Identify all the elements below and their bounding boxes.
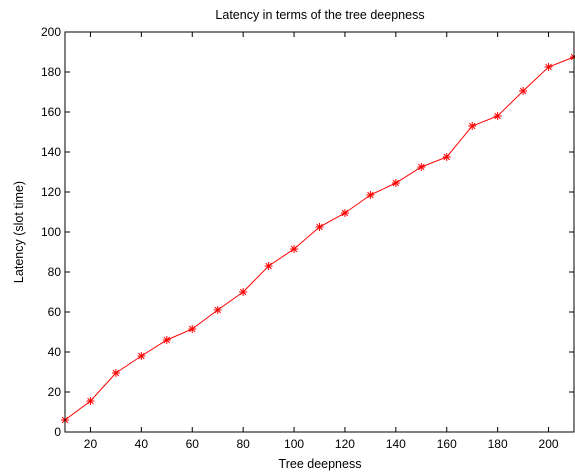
- data-point: [86, 397, 95, 405]
- data-point: [290, 245, 299, 253]
- chart-title: Latency in terms of the tree deepness: [215, 8, 424, 22]
- data-point: [519, 87, 528, 95]
- x-tick-label: 200: [539, 437, 559, 451]
- data-point: [111, 369, 120, 377]
- y-tick-label: 20: [48, 385, 62, 399]
- x-tick-label: 60: [186, 437, 200, 451]
- data-point: [264, 262, 273, 270]
- y-tick-label: 200: [41, 25, 61, 39]
- data-point: [162, 336, 171, 344]
- y-tick-label: 180: [41, 65, 61, 79]
- data-point: [239, 288, 248, 296]
- data-point: [391, 179, 400, 187]
- y-tick-label: 40: [48, 345, 62, 359]
- data-point: [340, 209, 349, 217]
- y-tick-label: 80: [48, 265, 62, 279]
- x-tick-label: 160: [437, 437, 457, 451]
- x-tick-label: 100: [284, 437, 304, 451]
- y-tick-labels: 0 20 40 60 80 100 120 140 160 180 200: [41, 25, 61, 439]
- data-series: [61, 53, 575, 424]
- x-tick-label: 20: [84, 437, 98, 451]
- data-point: [442, 153, 451, 161]
- data-point: [315, 223, 324, 231]
- axis-ticks: [65, 31, 574, 433]
- x-tick-label: 140: [386, 437, 406, 451]
- y-tick-label: 120: [41, 185, 61, 199]
- plot-frame: [64, 31, 575, 433]
- x-tick-label: 40: [135, 437, 149, 451]
- x-axis-label: Tree deepness: [279, 457, 362, 471]
- data-point: [188, 325, 197, 333]
- y-tick-label: 140: [41, 145, 61, 159]
- data-point: [137, 352, 146, 360]
- y-tick-label: 160: [41, 105, 61, 119]
- data-point: [493, 112, 502, 120]
- x-tick-label: 80: [236, 437, 250, 451]
- y-tick-label: 0: [54, 425, 61, 439]
- data-point: [213, 306, 222, 314]
- x-tick-label: 120: [335, 437, 355, 451]
- y-tick-label: 60: [48, 305, 62, 319]
- x-tick-labels: 20 40 60 80 100 120 140 160 180 200: [84, 437, 559, 451]
- data-point: [468, 122, 477, 130]
- plot-area: [65, 32, 574, 432]
- x-tick-label: 180: [488, 437, 508, 451]
- data-point: [544, 63, 553, 71]
- data-point: [417, 163, 426, 171]
- data-point: [366, 191, 375, 199]
- y-axis-label: Latency (slot time): [12, 181, 26, 283]
- y-tick-label: 100: [41, 225, 61, 239]
